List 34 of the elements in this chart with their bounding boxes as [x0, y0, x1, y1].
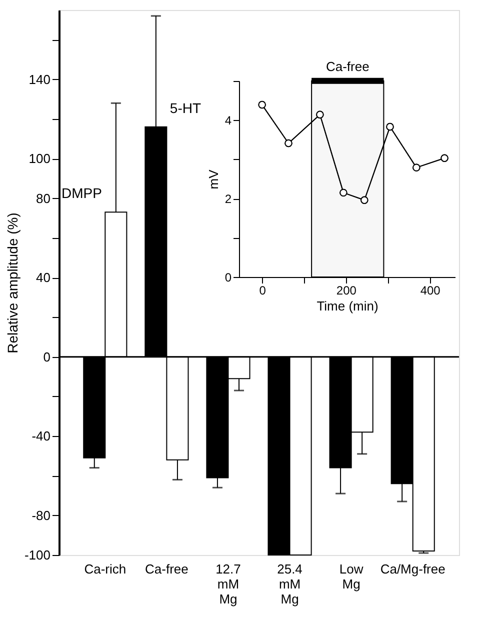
x-axis-title: Time (min) — [316, 298, 378, 314]
x-tick-label: 25.4 mM Mg — [277, 562, 302, 606]
y-tick-label: -80 — [32, 508, 50, 523]
y-tick-label: 0 — [43, 349, 50, 364]
x-tick-label: 200 — [336, 284, 357, 298]
y-tick-label: 140 — [28, 72, 50, 87]
point — [386, 122, 394, 131]
y-tick-label: 4 — [224, 114, 232, 128]
y-tick-label: 0 — [224, 270, 232, 285]
y-tick-label: 80 — [36, 190, 50, 206]
point — [412, 164, 420, 172]
x-tick-label: Low Mg — [339, 562, 364, 592]
x-tick-label: Ca/Mg-free — [380, 562, 446, 576]
x-tick-label: 0 — [259, 284, 266, 298]
x-tick-label: Ca-free — [145, 562, 188, 576]
point — [316, 110, 324, 118]
x-tick-label: 12.7 mM Mg — [216, 562, 241, 606]
point — [340, 188, 348, 197]
point — [258, 100, 266, 109]
point — [440, 154, 448, 162]
x-tick-label: 400 — [420, 284, 441, 298]
series-label: 5-HT — [170, 100, 202, 116]
point — [360, 196, 368, 204]
band-label: Ca-free — [326, 58, 370, 74]
x-tick-label: Ca-rich — [84, 562, 126, 576]
y-tick-label: -100 — [24, 548, 50, 562]
y-tick-label: 40 — [36, 270, 50, 286]
y-tick-label: -40 — [32, 428, 50, 444]
point — [284, 139, 292, 148]
y-tick-label: 100 — [28, 151, 50, 166]
y-axis-title: Relative amplitude (%) — [4, 212, 20, 354]
series-label: DMPP — [61, 185, 102, 202]
y-axis-title: mV — [206, 169, 221, 190]
y-tick-label: 2 — [224, 192, 232, 206]
